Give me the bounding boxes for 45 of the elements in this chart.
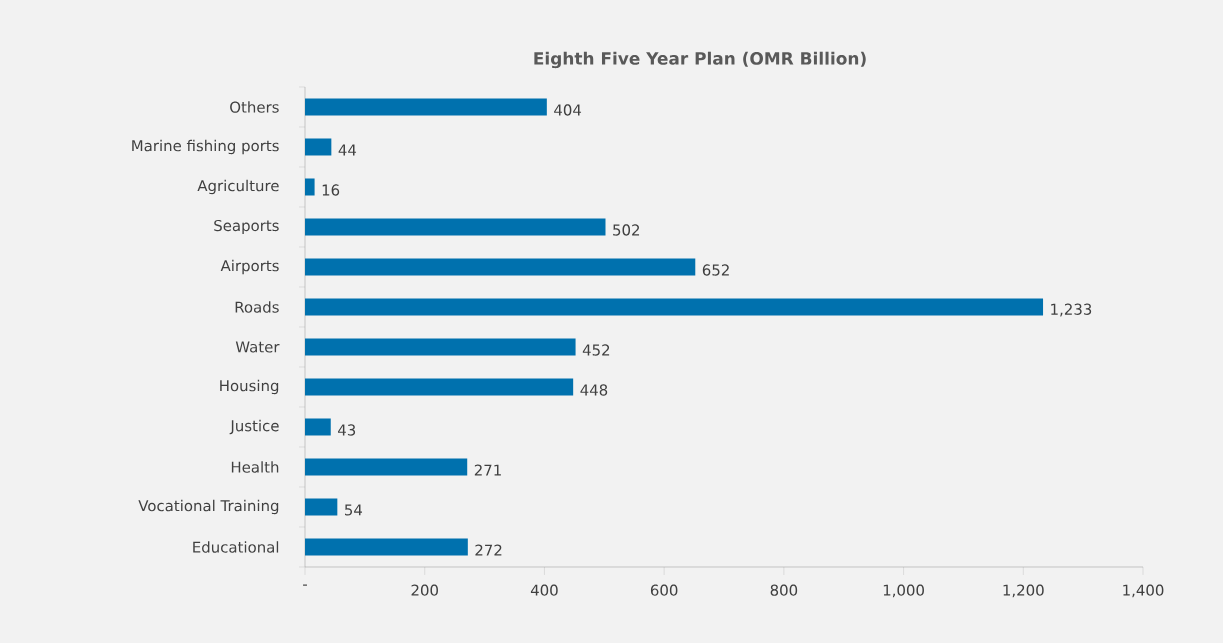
data-label: 272 (475, 544, 502, 556)
y-tick-label: Housing (220, 379, 279, 395)
data-label: 502 (613, 224, 640, 236)
data-label: 16 (322, 184, 340, 196)
data-label: 43 (338, 424, 356, 436)
x-tick-label: 400 (530, 584, 558, 596)
bar (305, 378, 574, 396)
y-tick-label: Health (231, 461, 279, 473)
x-tick-label: 1,000 (883, 584, 924, 598)
bar (305, 138, 332, 156)
bar (305, 338, 576, 356)
data-label: 54 (345, 504, 363, 516)
x-tick-label: 1,400 (1123, 584, 1164, 598)
bar (305, 258, 696, 276)
bar (305, 458, 468, 476)
x-tick-label: - (303, 584, 307, 586)
bar (305, 98, 547, 116)
y-tick-label: Others (230, 101, 279, 113)
y-tick-label: Marine fishing ports (132, 139, 279, 155)
data-label: 271 (474, 464, 501, 476)
data-label: 652 (702, 264, 729, 276)
bar (305, 178, 315, 196)
x-tick-label: 200 (411, 584, 438, 596)
y-tick-label: Justice (229, 419, 279, 435)
data-label: 1,233 (1051, 303, 1092, 317)
x-tick-label: 800 (770, 584, 798, 596)
data-label: 404 (554, 104, 582, 116)
y-tick-label: Educational (193, 541, 279, 553)
x-tick-label: 1,200 (1003, 584, 1044, 598)
bar (305, 498, 338, 516)
chart-title: Eighth Five Year Plan (OMR Billion) (534, 51, 866, 69)
y-tick-label: Water (235, 341, 280, 353)
bar (305, 218, 606, 236)
bar (305, 298, 1044, 316)
data-label: 44 (338, 144, 357, 156)
y-tick-label: Seaports (214, 219, 279, 235)
x-tick-label: 600 (650, 584, 678, 596)
data-label: 452 (582, 344, 610, 356)
y-tick-label: Roads (235, 301, 279, 313)
y-tick-label: Agriculture (197, 179, 279, 195)
data-label: 448 (580, 384, 608, 396)
bar (305, 418, 331, 436)
y-tick-label: Airports (220, 259, 279, 275)
bar (305, 538, 468, 556)
y-tick-label: Vocational Training (138, 499, 279, 515)
